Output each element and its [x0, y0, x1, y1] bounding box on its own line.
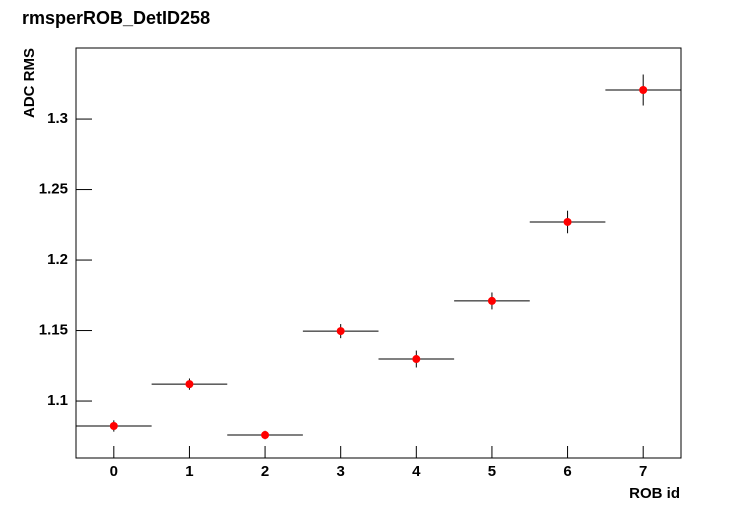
data-point	[639, 86, 648, 95]
x-tick-label: 6	[563, 463, 571, 480]
data-point	[336, 327, 345, 336]
x-tick-label: 3	[337, 463, 345, 480]
data-point	[109, 421, 118, 430]
y-tick-label: 1.3	[47, 110, 68, 127]
data-point	[487, 296, 496, 305]
x-tick-label: 5	[488, 463, 496, 480]
x-tick-label: 0	[110, 463, 118, 480]
y-tick-label: 1.1	[47, 392, 68, 409]
y-tick-label: 1.15	[39, 322, 68, 339]
x-axis-label: ROB id	[629, 485, 680, 502]
data-point	[261, 431, 270, 440]
x-tick-label: 4	[412, 463, 421, 480]
data-point	[412, 355, 421, 364]
x-tick-label: 1	[185, 463, 193, 480]
y-axis-label: ADC RMS	[21, 48, 38, 118]
plot-frame	[75, 47, 682, 459]
x-tick-label: 7	[639, 463, 647, 480]
x-tick-label: 2	[261, 463, 269, 480]
data-point	[185, 380, 194, 389]
y-tick-label: 1.2	[47, 251, 68, 268]
y-tick-label: 1.25	[39, 181, 68, 198]
chart-title: rmsperROB_DetID258	[22, 8, 210, 28]
data-point	[563, 217, 572, 226]
